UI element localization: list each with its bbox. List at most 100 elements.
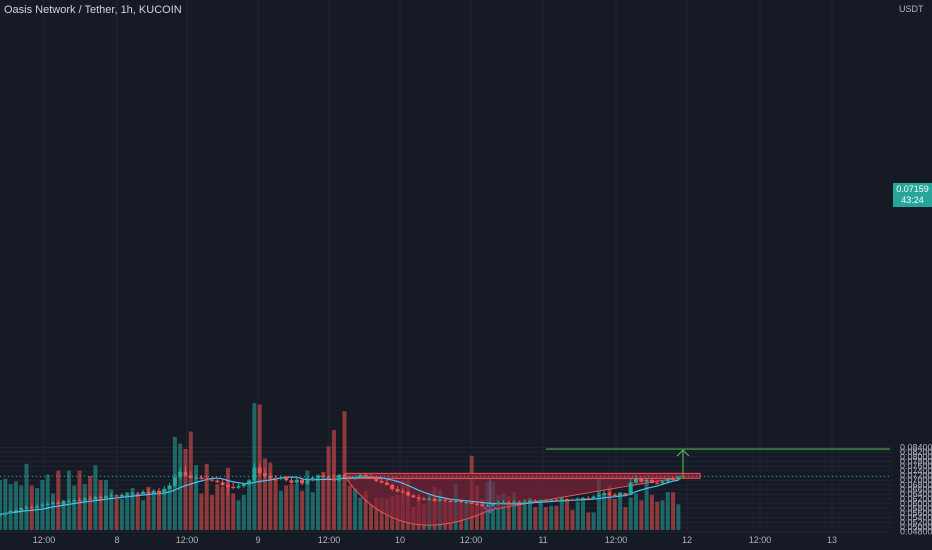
volume-bar [634,493,638,530]
volume-bar [35,488,40,530]
candle-body [3,512,8,515]
time-tick-label: 12:00 [460,535,483,545]
last-price-badge: 0.07159 43:24 [893,183,932,207]
candle-body [623,493,628,495]
candle-body [241,483,246,487]
candle [353,475,358,480]
volume-bar [0,480,2,530]
volume-bar [114,498,119,530]
volume-bar [72,485,77,530]
volume-bar [565,498,570,530]
candle [204,475,209,481]
volume-bar [337,478,342,530]
volume-bar [104,480,108,530]
candle-body [61,501,66,505]
candle-body [347,477,352,480]
target-arrowhead [676,449,690,457]
candle-body [82,498,87,501]
candle-body [554,499,559,501]
candle [543,499,548,502]
candle-body [660,481,665,484]
volume-bar [284,485,289,530]
price-tick-label: 0.07200 [900,471,932,481]
volume-bar [146,486,151,530]
candle-body [618,493,623,497]
volume-bar [268,462,273,530]
candle [220,479,225,487]
candle-body [199,477,204,480]
volume-bar [347,485,352,530]
cup-depth-arrowhead [483,506,497,514]
candle-body [575,498,580,501]
candle-body [565,499,570,501]
price-tick-label: 0.06800 [900,480,932,490]
candle [565,497,570,501]
candle [29,505,34,510]
price-axis[interactable]: 0.048000.050000.052000.054000.056000.058… [900,442,932,536]
candle [146,488,151,495]
time-tick-label: 12 [682,535,692,545]
candle [157,487,161,495]
candle-body [559,499,564,501]
candle-body [13,510,18,512]
time-tick-label: 8 [114,535,119,545]
candle [347,475,352,481]
candle [358,472,363,479]
candle [459,500,464,504]
candle-body [538,500,543,502]
candle-body [437,499,442,502]
price-tick-label: 0.08400 [900,442,932,452]
candle-body [390,484,395,490]
volume-bar [353,488,358,530]
candle-body [305,480,310,484]
candle-body [443,499,448,501]
candle [178,467,183,480]
candle-body [485,505,490,507]
candle [241,482,246,489]
volume-bar [522,498,527,530]
candle [363,472,368,478]
candle [125,492,130,497]
candle [93,495,98,502]
volume-bar [183,449,188,530]
volume-bar [506,496,511,530]
volume-bar [194,465,199,530]
candle [554,498,559,502]
volume-bar [109,489,114,530]
price-tick-label: 0.06200 [900,494,932,504]
candle [628,478,633,496]
candle-body [268,475,273,478]
volume-bar [82,484,87,530]
candle-body [512,502,517,504]
candle-body [146,491,151,494]
volume-bar [316,474,320,530]
candle [406,490,411,497]
candle-body [210,479,214,481]
time-tick-label: 12:00 [605,535,628,545]
candle [172,473,177,488]
candle-body [167,485,172,489]
candle-body [284,477,289,481]
candle [485,503,490,507]
candle [294,477,299,485]
resistance-zone [345,472,701,479]
candle-body [453,500,458,502]
volume-bar [305,470,310,530]
price-tick-label: 0.08000 [900,452,932,462]
candle [252,463,257,482]
volume-bar [199,493,204,530]
candle [316,474,320,480]
candle-body [109,495,114,497]
volume-bar [649,494,654,530]
candle-body [157,490,161,495]
chart-title: Oasis Network / Tether, 1h, KUCOIN [4,4,182,16]
volume-bar [496,494,501,530]
candle-body [607,493,612,495]
volume-bar [125,492,130,530]
volume-bar [575,501,580,530]
candle-body [374,476,379,481]
time-axis[interactable]: 12:00 8 12:00 9 12:00 10 12:00 11 12:00 12 12:00 13 [33,535,837,545]
currency-unit: USDT [899,4,924,14]
candle-body [353,476,358,480]
